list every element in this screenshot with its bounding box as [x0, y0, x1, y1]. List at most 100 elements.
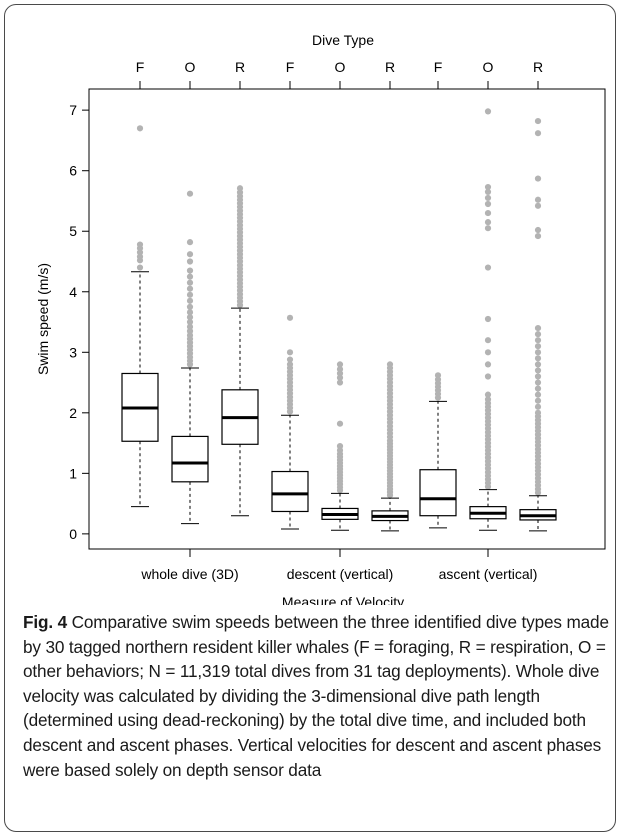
outlier-point	[534, 117, 542, 125]
outlier-point	[186, 285, 194, 292]
outlier-point	[386, 361, 394, 368]
outlier-point	[534, 337, 542, 344]
outlier-point	[236, 185, 244, 192]
outlier-point	[186, 273, 194, 280]
outlier-point	[484, 183, 492, 191]
outlier-point	[534, 355, 542, 362]
outlier-point	[336, 374, 344, 381]
outlier-point	[484, 349, 492, 356]
outlier-point	[186, 297, 194, 304]
outlier-point	[286, 361, 294, 368]
y-tick-label: 4	[69, 284, 77, 300]
outlier-point	[434, 376, 442, 383]
outlier-point	[336, 420, 344, 427]
figure-frame: 0 1 2 3 4 5 6 7 Swim speed (m/s) F O R F O R F O R Dive Ty…	[4, 4, 616, 832]
outlier-point	[336, 379, 344, 386]
outlier-point	[336, 447, 344, 454]
top-tick-label: F	[136, 59, 145, 75]
figure-caption: Fig. 4 Comparative swim speeds between t…	[23, 610, 613, 782]
top-tick-label: O	[483, 59, 494, 75]
outlier-point	[484, 264, 492, 271]
outlier-point	[136, 264, 144, 271]
outlier-point	[186, 267, 194, 274]
top-axis-label: Dive Type	[312, 32, 374, 48]
y-tick-label: 3	[69, 344, 77, 360]
top-tick-label: F	[434, 59, 443, 75]
outlier-point	[186, 239, 194, 246]
outlier-point	[534, 226, 542, 234]
outlier-point	[484, 194, 492, 202]
outlier-point	[484, 396, 492, 403]
top-tick-label: R	[235, 59, 245, 75]
outlier-point	[286, 349, 294, 356]
outlier-point	[534, 331, 542, 338]
outlier-point	[534, 196, 542, 203]
outlier-point	[434, 372, 442, 379]
outlier-point	[484, 337, 492, 344]
outlier-point	[336, 370, 344, 377]
y-tick-label: 2	[69, 405, 77, 421]
outlier-point	[534, 379, 542, 386]
outlier-point	[186, 279, 194, 286]
outlier-point	[534, 409, 542, 416]
outlier-point	[336, 361, 344, 368]
outlier-point	[534, 367, 542, 374]
boxplot-chart: 0 1 2 3 4 5 6 7 Swim speed (m/s) F O R F O R F O R Dive Ty…	[35, 32, 606, 605]
outlier-point	[534, 391, 542, 398]
bottom-tick-label: descent (vertical)	[287, 566, 394, 582]
outlier-point	[136, 249, 144, 256]
outlier-point	[286, 356, 294, 363]
outlier-point	[186, 190, 194, 197]
outlier-point	[136, 125, 144, 132]
outlier-point	[136, 241, 144, 248]
outlier-point	[534, 373, 542, 380]
outlier-point	[534, 403, 542, 410]
outlier-point	[186, 323, 194, 330]
outlier-point	[186, 314, 194, 321]
outlier-point	[186, 328, 194, 335]
outlier-point	[534, 324, 542, 332]
outlier-point	[186, 332, 194, 339]
outlier-point	[534, 130, 542, 137]
outlier-point	[186, 318, 194, 326]
outlier-point	[484, 315, 492, 323]
outlier-point	[534, 397, 542, 404]
caption-text: Comparative swim speeds between the thre…	[23, 612, 609, 780]
outlier-point	[534, 232, 542, 240]
y-tick-label: 6	[69, 163, 77, 179]
outlier-point	[186, 309, 194, 316]
figure-label: Fig. 4	[23, 612, 67, 632]
outlier-point	[534, 343, 542, 350]
outlier-point	[484, 209, 492, 217]
outlier-point	[534, 361, 542, 368]
outlier-point	[336, 366, 344, 373]
y-tick-label: 7	[69, 102, 77, 118]
outlier-point	[484, 391, 492, 398]
box-iqr	[271, 470, 309, 513]
outlier-point	[534, 349, 542, 356]
y-axis-label: Swim speed (m/s)	[35, 263, 51, 375]
outlier-point	[286, 314, 294, 321]
outlier-point	[186, 251, 194, 258]
outlier-point	[236, 189, 244, 196]
top-tick-label: O	[185, 59, 196, 75]
box-iqr	[171, 435, 209, 483]
y-tick-label: 0	[69, 526, 77, 542]
outlier-point	[484, 361, 492, 368]
outlier-point	[484, 225, 492, 232]
outlier-point	[534, 175, 542, 182]
outlier-point	[484, 219, 492, 226]
plot-frame	[88, 88, 606, 550]
top-tick-label: O	[335, 59, 346, 75]
y-tick-label: 5	[69, 223, 77, 239]
outlier-point	[534, 385, 542, 392]
outlier-point	[484, 188, 492, 195]
outlier-point	[136, 253, 144, 260]
outlier-point	[186, 291, 194, 298]
outlier-point	[484, 373, 492, 380]
y-tick-label: 1	[69, 465, 77, 481]
x-axis-label: Measure of Velocity	[282, 594, 404, 605]
outlier-point	[186, 258, 194, 265]
outlier-point	[186, 303, 194, 310]
